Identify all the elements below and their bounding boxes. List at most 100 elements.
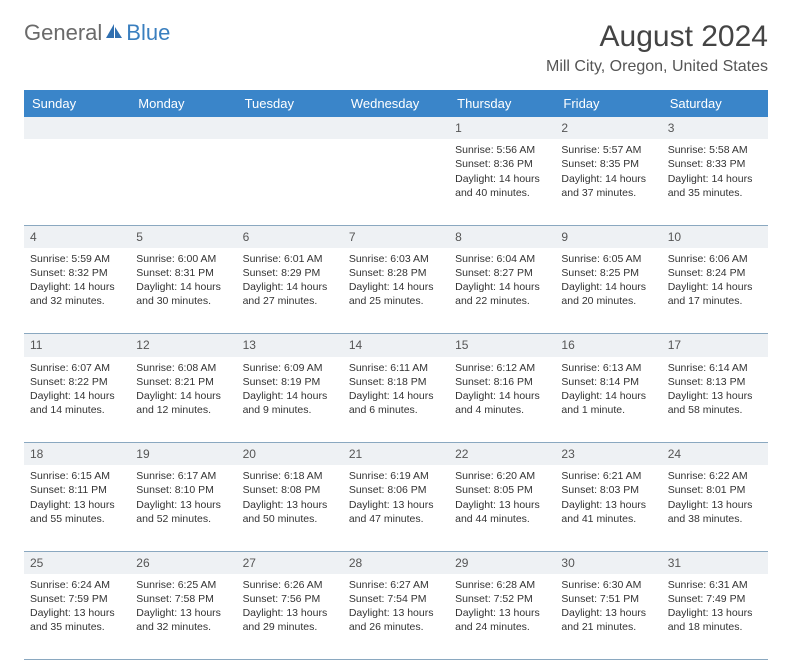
day-ss: Sunset: 8:27 PM [455, 266, 549, 280]
day-sr: Sunrise: 6:22 AM [668, 469, 762, 483]
detail-row: Sunrise: 5:56 AMSunset: 8:36 PMDaylight:… [24, 139, 768, 225]
detail-row: Sunrise: 6:15 AMSunset: 8:11 PMDaylight:… [24, 465, 768, 551]
day-number-cell: 25 [24, 551, 130, 574]
day-number-cell [130, 117, 236, 139]
day-d1: Daylight: 14 hours [455, 389, 549, 403]
day-sr: Sunrise: 6:09 AM [243, 361, 337, 375]
day-d2: and 26 minutes. [349, 620, 443, 634]
day-d2: and 38 minutes. [668, 512, 762, 526]
day-detail-cell: Sunrise: 6:30 AMSunset: 7:51 PMDaylight:… [555, 574, 661, 660]
day-detail-cell: Sunrise: 5:58 AMSunset: 8:33 PMDaylight:… [662, 139, 768, 225]
day-number-cell: 8 [449, 225, 555, 248]
day-d2: and 4 minutes. [455, 403, 549, 417]
day-number-cell: 13 [237, 334, 343, 357]
day-ss: Sunset: 8:18 PM [349, 375, 443, 389]
day-number-cell: 14 [343, 334, 449, 357]
weekday-header: Friday [555, 90, 661, 117]
day-ss: Sunset: 8:35 PM [561, 157, 655, 171]
day-d2: and 35 minutes. [30, 620, 124, 634]
day-ss: Sunset: 8:08 PM [243, 483, 337, 497]
day-ss: Sunset: 8:24 PM [668, 266, 762, 280]
day-d2: and 18 minutes. [668, 620, 762, 634]
day-detail-cell: Sunrise: 6:31 AMSunset: 7:49 PMDaylight:… [662, 574, 768, 660]
day-number-cell: 18 [24, 443, 130, 466]
day-detail-cell: Sunrise: 6:17 AMSunset: 8:10 PMDaylight:… [130, 465, 236, 551]
day-number-cell [343, 117, 449, 139]
day-detail-cell: Sunrise: 6:21 AMSunset: 8:03 PMDaylight:… [555, 465, 661, 551]
day-number-cell: 20 [237, 443, 343, 466]
day-d1: Daylight: 13 hours [561, 498, 655, 512]
day-sr: Sunrise: 6:24 AM [30, 578, 124, 592]
day-ss: Sunset: 8:16 PM [455, 375, 549, 389]
title-block: August 2024 Mill City, Oregon, United St… [546, 20, 768, 76]
day-d2: and 47 minutes. [349, 512, 443, 526]
day-ss: Sunset: 8:36 PM [455, 157, 549, 171]
day-number-cell: 22 [449, 443, 555, 466]
day-ss: Sunset: 7:51 PM [561, 592, 655, 606]
day-detail-cell: Sunrise: 6:25 AMSunset: 7:58 PMDaylight:… [130, 574, 236, 660]
day-d1: Daylight: 14 hours [668, 172, 762, 186]
day-ss: Sunset: 7:52 PM [455, 592, 549, 606]
day-detail-cell: Sunrise: 6:00 AMSunset: 8:31 PMDaylight:… [130, 248, 236, 334]
day-d1: Daylight: 13 hours [136, 498, 230, 512]
brand-blue: Blue [126, 20, 170, 46]
day-sr: Sunrise: 5:58 AM [668, 143, 762, 157]
day-d1: Daylight: 13 hours [243, 498, 337, 512]
day-detail-cell: Sunrise: 6:06 AMSunset: 8:24 PMDaylight:… [662, 248, 768, 334]
day-number-cell: 21 [343, 443, 449, 466]
day-d1: Daylight: 14 hours [136, 389, 230, 403]
day-d1: Daylight: 13 hours [455, 498, 549, 512]
day-ss: Sunset: 8:25 PM [561, 266, 655, 280]
daynum-row: 123 [24, 117, 768, 139]
day-detail-cell: Sunrise: 6:11 AMSunset: 8:18 PMDaylight:… [343, 357, 449, 443]
day-number-cell: 29 [449, 551, 555, 574]
day-ss: Sunset: 8:28 PM [349, 266, 443, 280]
day-sr: Sunrise: 6:31 AM [668, 578, 762, 592]
daynum-row: 25262728293031 [24, 551, 768, 574]
day-sr: Sunrise: 6:14 AM [668, 361, 762, 375]
day-d1: Daylight: 13 hours [668, 498, 762, 512]
day-d1: Daylight: 13 hours [349, 498, 443, 512]
day-number-cell: 26 [130, 551, 236, 574]
weekday-header: Tuesday [237, 90, 343, 117]
day-d2: and 14 minutes. [30, 403, 124, 417]
day-number-cell: 1 [449, 117, 555, 139]
day-sr: Sunrise: 6:25 AM [136, 578, 230, 592]
day-number-cell: 3 [662, 117, 768, 139]
day-sr: Sunrise: 6:11 AM [349, 361, 443, 375]
day-ss: Sunset: 7:58 PM [136, 592, 230, 606]
daynum-row: 11121314151617 [24, 334, 768, 357]
day-detail-cell: Sunrise: 6:01 AMSunset: 8:29 PMDaylight:… [237, 248, 343, 334]
day-number-cell: 15 [449, 334, 555, 357]
day-d1: Daylight: 14 hours [561, 389, 655, 403]
day-ss: Sunset: 8:22 PM [30, 375, 124, 389]
day-ss: Sunset: 7:54 PM [349, 592, 443, 606]
day-detail-cell: Sunrise: 5:56 AMSunset: 8:36 PMDaylight:… [449, 139, 555, 225]
weekday-header: Monday [130, 90, 236, 117]
day-d1: Daylight: 14 hours [243, 389, 337, 403]
day-ss: Sunset: 8:03 PM [561, 483, 655, 497]
page-header: General Blue August 2024 Mill City, Oreg… [24, 20, 768, 76]
daynum-row: 18192021222324 [24, 443, 768, 466]
day-detail-cell: Sunrise: 6:24 AMSunset: 7:59 PMDaylight:… [24, 574, 130, 660]
day-sr: Sunrise: 6:15 AM [30, 469, 124, 483]
day-d2: and 41 minutes. [561, 512, 655, 526]
day-sr: Sunrise: 6:26 AM [243, 578, 337, 592]
day-d1: Daylight: 13 hours [561, 606, 655, 620]
day-detail-cell: Sunrise: 6:07 AMSunset: 8:22 PMDaylight:… [24, 357, 130, 443]
day-d1: Daylight: 13 hours [668, 389, 762, 403]
day-sr: Sunrise: 6:12 AM [455, 361, 549, 375]
day-number-cell: 24 [662, 443, 768, 466]
day-detail-cell: Sunrise: 6:09 AMSunset: 8:19 PMDaylight:… [237, 357, 343, 443]
day-detail-cell [24, 139, 130, 225]
day-sr: Sunrise: 6:27 AM [349, 578, 443, 592]
day-sr: Sunrise: 6:07 AM [30, 361, 124, 375]
day-d2: and 44 minutes. [455, 512, 549, 526]
day-sr: Sunrise: 5:57 AM [561, 143, 655, 157]
day-d2: and 52 minutes. [136, 512, 230, 526]
day-d1: Daylight: 14 hours [349, 280, 443, 294]
day-detail-cell: Sunrise: 6:04 AMSunset: 8:27 PMDaylight:… [449, 248, 555, 334]
day-d2: and 1 minute. [561, 403, 655, 417]
day-number-cell: 27 [237, 551, 343, 574]
day-d1: Daylight: 13 hours [455, 606, 549, 620]
